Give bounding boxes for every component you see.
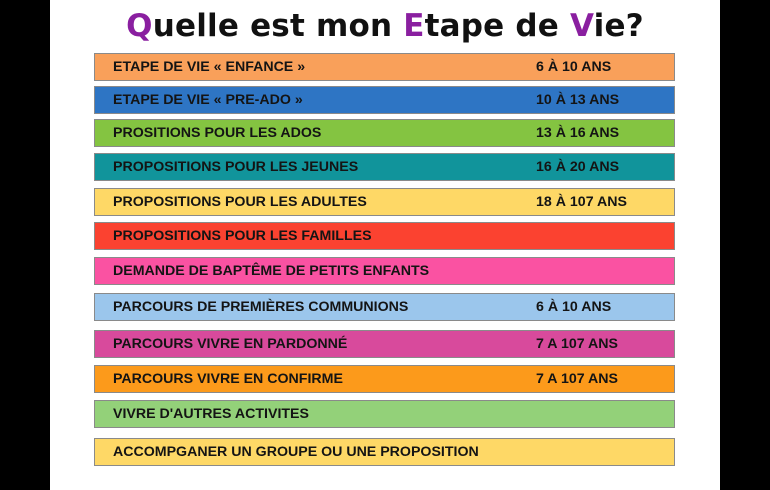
row-autres-activites[interactable]: VIVRE D'AUTRES ACTIVITES xyxy=(94,400,675,428)
row-age: 16 À 20 ANS xyxy=(536,159,620,175)
title-initial-e: E xyxy=(403,8,425,44)
row-age: 10 À 13 ANS xyxy=(536,92,620,108)
row-enfance[interactable]: ETAPE DE VIE « ENFANCE » 6 À 10 ANS xyxy=(94,53,675,81)
title-text-3: ie? xyxy=(593,8,644,44)
slide: Quelle est mon Etape de Vie? ETAPE DE VI… xyxy=(50,0,720,490)
row-age: 7 A 107 ANS xyxy=(536,371,619,387)
row-age: 6 À 10 ANS xyxy=(536,59,612,75)
row-confirme[interactable]: PARCOURS VIVRE EN CONFIRME 7 A 107 ANS xyxy=(94,365,675,393)
row-label: PARCOURS VIVRE EN CONFIRME xyxy=(113,371,343,387)
row-age: 13 À 16 ANS xyxy=(536,125,620,141)
row-label: PROPOSITIONS POUR LES ADULTES xyxy=(113,194,367,210)
row-age: 7 A 107 ANS xyxy=(536,336,619,352)
row-pre-ado[interactable]: ETAPE DE VIE « PRE-ADO » 10 À 13 ANS xyxy=(94,86,675,114)
row-label: ETAPE DE VIE « PRE-ADO » xyxy=(113,92,303,108)
row-label: PARCOURS VIVRE EN PARDONNÉ xyxy=(113,336,348,352)
row-bapteme[interactable]: DEMANDE DE BAPTÊME DE PETITS ENFANTS xyxy=(94,257,675,285)
row-ados[interactable]: PROSITIONS POUR LES ADOS 13 À 16 ANS xyxy=(94,119,675,147)
row-label: ETAPE DE VIE « ENFANCE » xyxy=(113,59,306,75)
row-age: 18 À 107 ANS xyxy=(536,194,627,210)
row-jeunes[interactable]: PROPOSITIONS POUR LES JEUNES 16 À 20 ANS xyxy=(94,153,675,181)
row-age: 6 À 10 ANS xyxy=(536,299,612,315)
row-adultes[interactable]: PROPOSITIONS POUR LES ADULTES 18 À 107 A… xyxy=(94,188,675,216)
row-label: VIVRE D'AUTRES ACTIVITES xyxy=(113,406,309,422)
page-title: Quelle est mon Etape de Vie? xyxy=(50,8,720,44)
title-text-1: uelle est mon xyxy=(152,8,404,44)
title-initial-v: V xyxy=(569,8,594,44)
row-label: PROPOSITIONS POUR LES JEUNES xyxy=(113,159,359,175)
row-label: ACCOMPGANER UN GROUPE OU UNE PROPOSITION xyxy=(113,444,479,460)
row-communions[interactable]: PARCOURS DE PREMIÈRES COMMUNIONS 6 À 10 … xyxy=(94,293,675,321)
stage-list: ETAPE DE VIE « ENFANCE » 6 À 10 ANS ETAP… xyxy=(50,0,720,490)
row-label: DEMANDE DE BAPTÊME DE PETITS ENFANTS xyxy=(113,263,430,279)
row-label: PROSITIONS POUR LES ADOS xyxy=(113,125,322,141)
row-familles[interactable]: PROPOSITIONS POUR LES FAMILLES xyxy=(94,222,675,250)
title-initial-q: Q xyxy=(126,8,153,44)
row-label: PROPOSITIONS POUR LES FAMILLES xyxy=(113,228,372,244)
row-pardonne[interactable]: PARCOURS VIVRE EN PARDONNÉ 7 A 107 ANS xyxy=(94,330,675,358)
row-accompagner-groupe[interactable]: ACCOMPGANER UN GROUPE OU UNE PROPOSITION xyxy=(94,438,675,466)
row-label: PARCOURS DE PREMIÈRES COMMUNIONS xyxy=(113,299,409,315)
title-text-2: tape de xyxy=(424,8,570,44)
